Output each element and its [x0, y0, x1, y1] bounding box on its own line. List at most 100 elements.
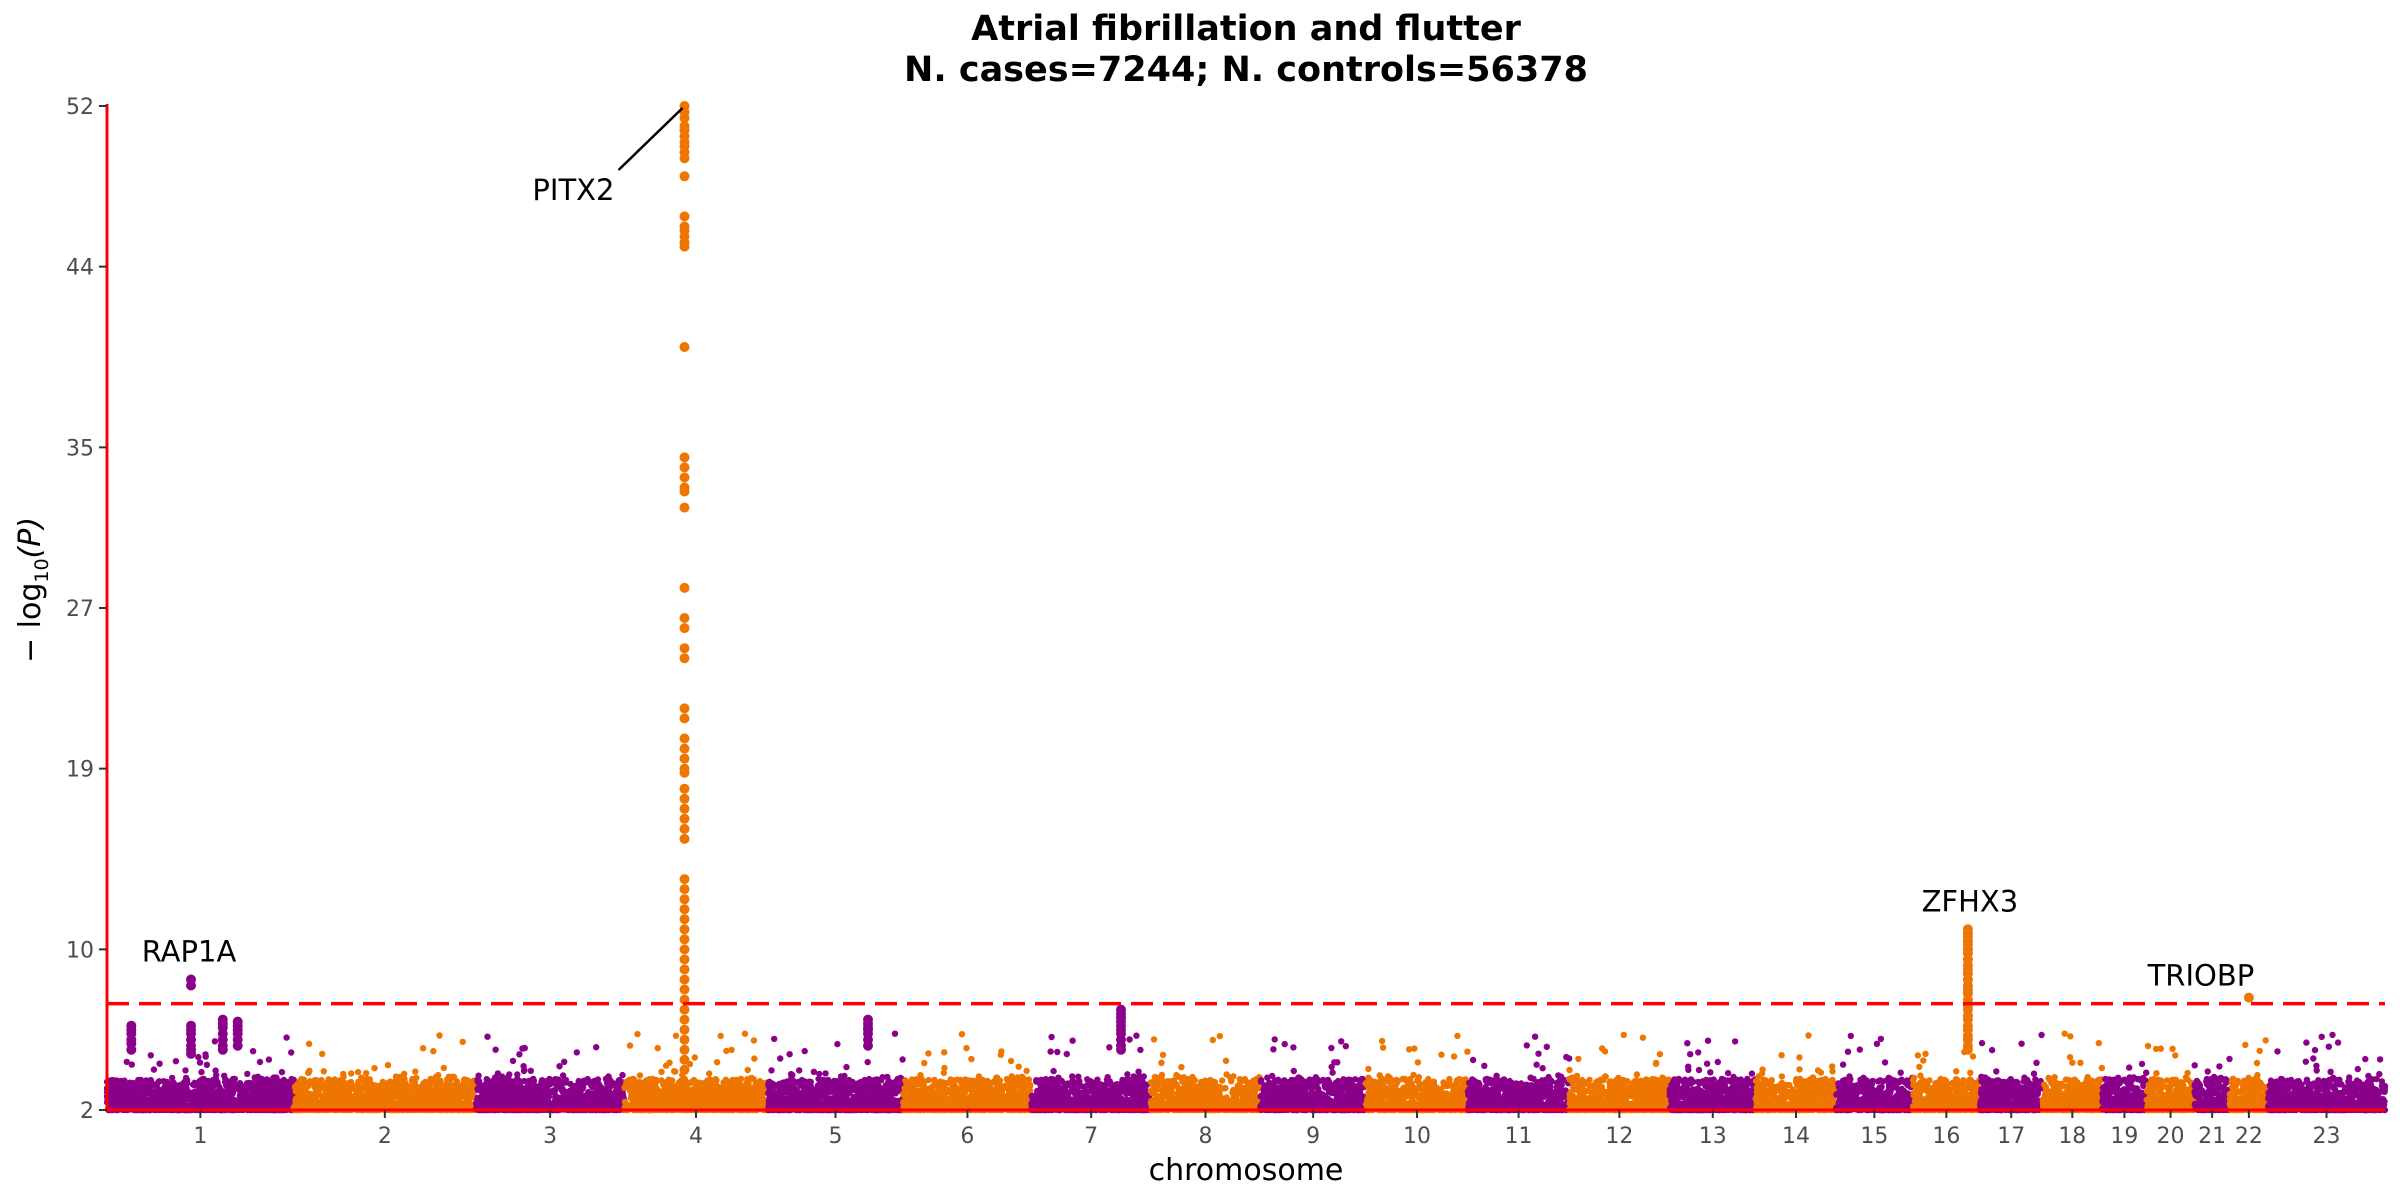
chr2-variant-point — [462, 1088, 470, 1096]
chr1-variant-point — [278, 1068, 286, 1076]
chr2-variant-point — [436, 1032, 443, 1039]
chr4-variant-point — [649, 1090, 656, 1098]
chr2-variant-point — [419, 1045, 427, 1052]
chr1-variant-point — [162, 1082, 170, 1089]
chr1-variant-point — [251, 1074, 258, 1081]
chr2-variant-point — [447, 1094, 454, 1102]
chr3-variant-point — [525, 1077, 532, 1085]
chr4-variant-point — [643, 1077, 650, 1084]
chr3-variant-point — [499, 1073, 506, 1080]
chr3-variant-point — [591, 1092, 599, 1099]
chr1-variant-point — [147, 1052, 154, 1059]
chr3-variant-point — [547, 1080, 554, 1087]
chr2-variant-point — [362, 1101, 370, 1108]
chr4-variant-point — [673, 1083, 680, 1091]
chr1-variant-point — [153, 1082, 160, 1089]
chr2-variant-point — [361, 1081, 369, 1088]
chr4-variant-point — [744, 1066, 751, 1074]
chr1-variant-point — [244, 1070, 251, 1078]
chr3-variant-point — [512, 1100, 519, 1108]
chr2-variant-point — [355, 1089, 362, 1097]
chr4-variant-point — [691, 1054, 698, 1061]
chr2-variant-point — [371, 1065, 378, 1072]
chr2-variant-point — [378, 1088, 385, 1096]
chr1-variant-point — [182, 1067, 189, 1074]
chr2-variant-point — [305, 1069, 312, 1076]
chr2-variant-point — [320, 1068, 327, 1075]
chr1-variant-point — [245, 1092, 252, 1099]
chr3-variant-point — [555, 1081, 562, 1089]
chr3-variant-point — [483, 1096, 491, 1104]
chr3-variant-point — [514, 1071, 521, 1078]
chr4-variant-point — [666, 1059, 673, 1066]
chr1-variant-point — [224, 1078, 232, 1085]
chr3-variant-point — [544, 1091, 551, 1098]
chr1-variant-point — [196, 1059, 204, 1066]
chr2-variant-point — [322, 1086, 329, 1093]
chr2-variant-point — [412, 1068, 419, 1075]
chr4-variant-point — [709, 1081, 716, 1088]
chr3-variant-point — [527, 1067, 534, 1075]
chr4-variant-point — [720, 1079, 727, 1086]
chr4-variant-point — [757, 1092, 764, 1100]
chr3-variant-point — [550, 1087, 558, 1094]
chr1-variant-point — [280, 1076, 288, 1084]
chr3-variant-point — [619, 1071, 626, 1079]
chr4-variant-point — [626, 1042, 634, 1049]
chr2-variant-point — [459, 1038, 466, 1046]
chr1-variant-point — [122, 1086, 130, 1093]
chr3-variant-point — [561, 1058, 568, 1066]
chr3-variant-point — [590, 1083, 598, 1090]
chr3-variant-point — [475, 1072, 482, 1079]
chr1-variant-point — [210, 1101, 217, 1109]
chr2-variant-point — [389, 1086, 396, 1093]
chr2-variant-point — [423, 1099, 430, 1106]
chr2-variant-point — [292, 1083, 300, 1091]
chr3-variant-point — [484, 1084, 491, 1092]
chr1-variant-point — [211, 1038, 219, 1045]
chr1-variant-point — [190, 1099, 198, 1107]
chr4-variant-point — [746, 1093, 753, 1101]
chr1-variant-point — [170, 1087, 178, 1095]
chr2-variant-point — [319, 1050, 326, 1058]
chr1-variant-point — [261, 1092, 269, 1100]
chr1-variant-point — [275, 1096, 283, 1103]
chr1-variant-point — [255, 1080, 262, 1087]
chr4-variant-point — [679, 1085, 686, 1092]
chr1-variant-point — [249, 1048, 257, 1055]
chr4-variant-point — [631, 1091, 638, 1099]
chr4-variant-point — [659, 1088, 666, 1095]
chr4-variant-point — [744, 1088, 751, 1095]
chr1-variant-point — [256, 1058, 264, 1066]
chr3-variant-point — [604, 1091, 612, 1098]
chr1-variant-point — [288, 1049, 295, 1056]
chr2-variant-point — [430, 1048, 437, 1055]
chr3-variant-point — [578, 1086, 586, 1093]
chr3-variant-point — [492, 1046, 499, 1053]
chr1-variant-point — [109, 1098, 116, 1105]
chr3-variant-point — [513, 1082, 520, 1090]
chr1-variant-point — [209, 1080, 216, 1088]
chr4-variant-point — [706, 1070, 713, 1077]
chr3-variant-point — [474, 1099, 481, 1106]
chr4-variant-point — [738, 1098, 745, 1106]
chr3-variant-point — [501, 1089, 508, 1096]
chr2-variant-point — [392, 1073, 400, 1080]
chr1-variant-point — [156, 1060, 163, 1067]
chr3-variant-point — [576, 1102, 584, 1109]
chr3-variant-point — [520, 1067, 528, 1075]
chr3-variant-point — [571, 1085, 578, 1093]
chr1-variant-point — [256, 1085, 263, 1093]
chr1-variant-point — [202, 1051, 209, 1058]
chr4-variant-point — [755, 1080, 762, 1087]
chr4-variant-point — [696, 1083, 703, 1091]
chr1-variant-point — [165, 1092, 172, 1100]
chr1-variant-point — [264, 1086, 271, 1093]
chr1-variant-point — [212, 1067, 219, 1074]
chr3-variant-point — [607, 1082, 614, 1090]
chr4-variant-point — [654, 1044, 661, 1052]
chr4-variant-point — [639, 1099, 646, 1106]
chr2-variant-point — [363, 1070, 370, 1077]
chr3-variant-point — [474, 1078, 481, 1085]
chr3-variant-point — [612, 1098, 619, 1106]
